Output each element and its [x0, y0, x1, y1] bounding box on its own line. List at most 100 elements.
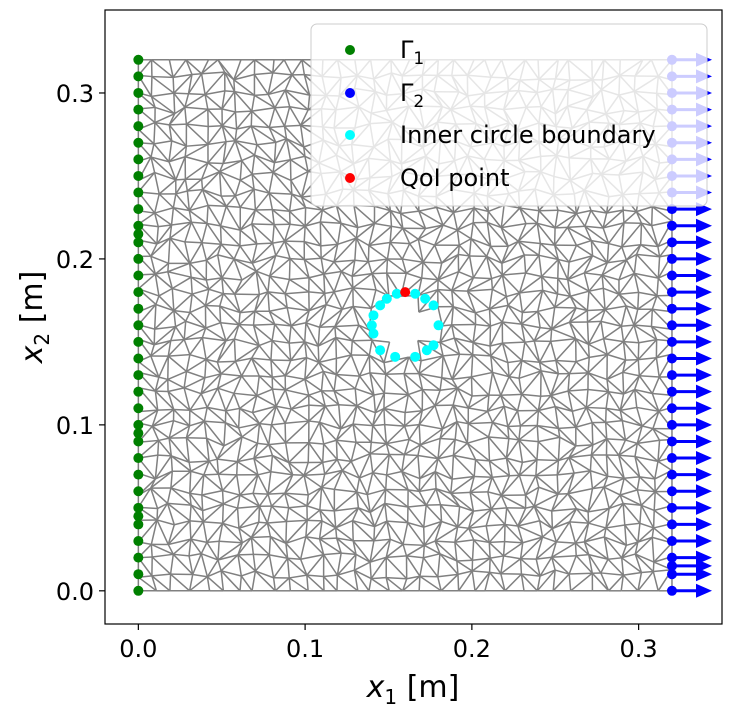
mesh-edge [153, 140, 172, 145]
mesh-edge [452, 212, 459, 231]
mesh-edge [217, 542, 243, 561]
mesh-edge [353, 554, 357, 571]
mesh-edge [173, 293, 193, 312]
mesh-edge [155, 295, 160, 305]
mesh-edge [171, 455, 190, 463]
mesh-edge [237, 408, 241, 428]
mesh-edge [355, 553, 371, 563]
mesh-edge [567, 272, 585, 281]
gamma1-point [133, 511, 144, 522]
mesh-edge [568, 254, 593, 263]
mesh-edge [640, 222, 659, 247]
mesh-edge [551, 542, 576, 558]
mesh-edge [389, 210, 404, 229]
mesh-edge [441, 253, 459, 264]
gamma2-point [666, 502, 677, 513]
mesh-edge [639, 522, 654, 529]
mesh-edge [200, 387, 218, 395]
mesh-edge [542, 289, 556, 308]
mesh-edge [418, 424, 422, 445]
mesh-edge [442, 224, 458, 231]
mesh-edge [518, 272, 527, 294]
mesh-edge [173, 93, 176, 114]
mesh-edge [488, 436, 509, 440]
mesh-edge [605, 419, 623, 424]
mesh-edge [217, 360, 236, 363]
mesh-edge [491, 476, 503, 496]
mesh-edge [172, 207, 192, 223]
mesh-edge [286, 558, 290, 579]
mesh-edge [190, 277, 193, 295]
mesh-edge [290, 408, 310, 422]
mesh-edge [540, 326, 552, 330]
mesh-edge [601, 262, 609, 276]
mesh-edge [191, 288, 210, 295]
mesh-edge [371, 273, 390, 297]
mesh-edge [622, 502, 641, 524]
inner-point [433, 320, 444, 331]
mesh-edge [251, 357, 272, 361]
mesh-edge [192, 573, 208, 578]
mesh-edge [336, 574, 359, 592]
mesh-edge [234, 195, 241, 208]
mesh-edge [569, 295, 577, 309]
mesh-edge [267, 291, 288, 309]
mesh-edge [518, 378, 523, 395]
mesh-edge [251, 223, 275, 226]
mesh-edge [254, 310, 276, 325]
mesh-edge [186, 123, 209, 128]
mesh-edge [240, 310, 255, 314]
mesh-edge [183, 321, 187, 340]
mesh-edge [587, 353, 608, 374]
mesh-edge [437, 576, 442, 591]
gamma2-point [666, 560, 677, 571]
mesh-edge [519, 207, 527, 224]
mesh-edge [169, 237, 191, 264]
mesh-edge [308, 394, 326, 407]
mesh-edge [385, 356, 410, 375]
mesh-edge [551, 507, 577, 512]
mesh-edge [587, 308, 606, 312]
mesh-edge [173, 73, 193, 79]
mesh-edge [539, 242, 559, 261]
mesh-edge [521, 359, 542, 372]
mesh-edge [321, 486, 335, 491]
mesh-edge [352, 405, 358, 425]
mesh-edge [251, 412, 261, 425]
mesh-edge [450, 491, 471, 495]
gamma2-point [666, 287, 677, 298]
y-tick-label: 0.2 [56, 246, 94, 274]
mesh-edge [474, 312, 491, 327]
mesh-edge [490, 342, 504, 357]
mesh-edge [237, 553, 254, 556]
mesh-edge [600, 321, 605, 339]
mesh-edge [408, 388, 423, 396]
mesh-edge [466, 442, 477, 461]
mesh-edge [602, 222, 625, 229]
mesh-edge [636, 428, 654, 444]
mesh-edge [321, 462, 326, 475]
mesh-edge [222, 522, 240, 529]
mesh-edge [536, 424, 561, 438]
mesh-edge [185, 108, 209, 125]
mesh-edge [468, 508, 492, 529]
mesh-edge [357, 222, 375, 229]
mesh-edge [222, 474, 238, 492]
mesh-edge [434, 526, 459, 542]
mesh-edge [574, 542, 590, 556]
mesh-edge [634, 456, 656, 480]
mesh-edge [600, 572, 624, 576]
mesh-edge [422, 244, 436, 263]
mesh-edge [188, 209, 208, 225]
mesh-edge [524, 340, 535, 343]
mesh-edge [452, 404, 469, 409]
mesh-edge [468, 255, 475, 278]
mesh-edge [168, 156, 186, 163]
mesh-edge [167, 271, 173, 289]
mesh-edge [284, 240, 305, 261]
mesh-edge [491, 274, 503, 290]
mesh-edge [440, 573, 459, 592]
mesh-edge [489, 457, 507, 462]
mesh-edge [235, 474, 241, 496]
mesh-edge [268, 442, 286, 446]
